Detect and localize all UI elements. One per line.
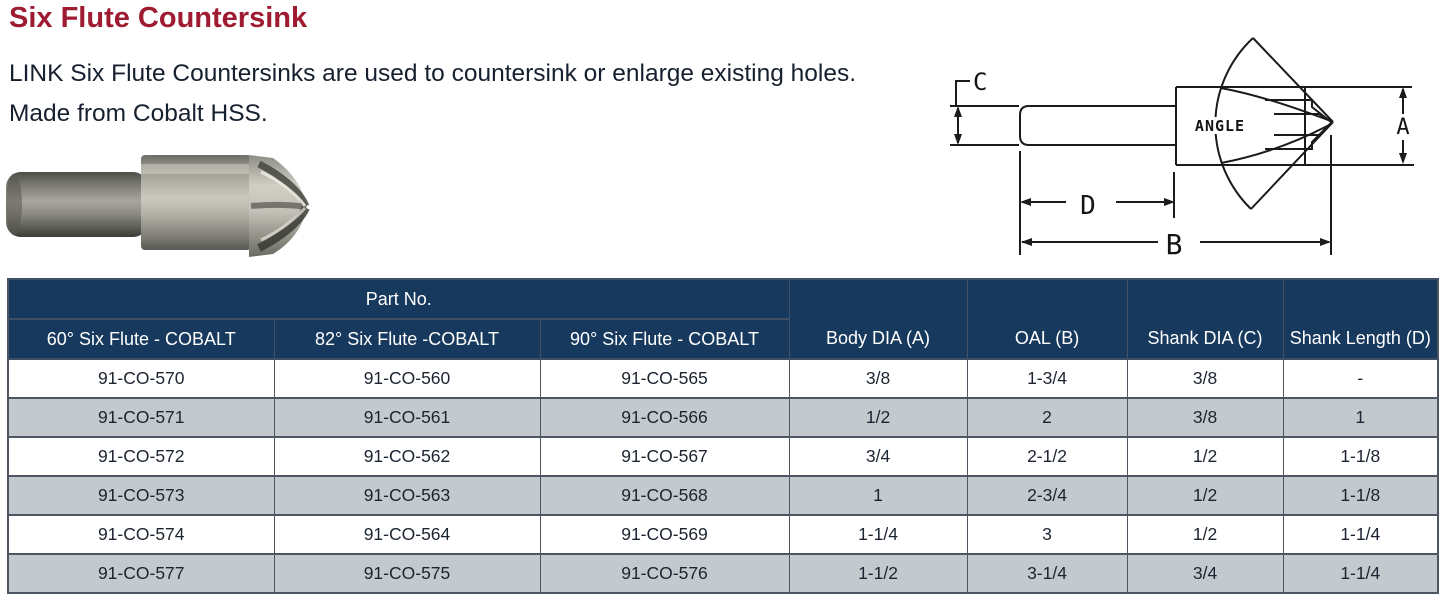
group-header-part-no: Part No. xyxy=(7,278,790,320)
table-row: 91-CO-573 91-CO-563 91-CO-568 1 2-3/4 1/2 1-1/… xyxy=(7,475,1439,516)
table-row: 91-CO-577 91-CO-575 91-CO-576 1-1/2 3-1/4 3/4… xyxy=(7,553,1439,594)
table-cell: 1-1/4 xyxy=(1282,514,1439,555)
table-cell: 2-1/2 xyxy=(966,436,1128,477)
countersink-dimension-drawing: C D B A ANGLE xyxy=(950,37,1414,261)
shank-outline xyxy=(1019,105,1176,146)
table-cell: 91-CO-560 xyxy=(273,358,541,399)
table-cell: 3/8 xyxy=(1126,358,1284,399)
table-cell: 3/4 xyxy=(788,436,968,477)
table-cell: - xyxy=(1282,358,1439,399)
dim-label-b: B xyxy=(1166,228,1183,261)
table-cell: 91-CO-567 xyxy=(539,436,790,477)
description-line-2: Made from Cobalt HSS. xyxy=(9,100,268,127)
countersink-photo-image xyxy=(6,155,310,257)
column-header-body-dia: Body DIA (A) xyxy=(788,278,968,360)
table-cell: 3/8 xyxy=(788,358,968,399)
dim-label-c: C xyxy=(973,68,987,96)
column-header-shank-length: Shank Length (D) xyxy=(1282,278,1439,360)
table-cell: 1-1/4 xyxy=(788,514,968,555)
dimension-diagram: C D B A ANGLE xyxy=(933,22,1445,270)
angle-label: ANGLE xyxy=(1195,117,1245,135)
table-cell: 91-CO-564 xyxy=(273,514,541,555)
table-cell: 2 xyxy=(966,397,1128,438)
table-cell: 1-1/8 xyxy=(1282,436,1439,477)
table-cell: 1/2 xyxy=(1126,514,1284,555)
column-header-oal: OAL (B) xyxy=(966,278,1128,360)
table-cell: 91-CO-573 xyxy=(7,475,275,516)
table-cell: 3 xyxy=(966,514,1128,555)
description-line-1: LINK Six Flute Countersinks are used to … xyxy=(9,60,857,87)
product-photo xyxy=(3,150,313,265)
table-cell: 91-CO-571 xyxy=(7,397,275,438)
specs-table-body: 91-CO-570 91-CO-560 91-CO-565 3/8 1-3/4 3/8-9… xyxy=(7,358,1439,594)
table-cell: 1-3/4 xyxy=(966,358,1128,399)
page-title: Six Flute Countersink xyxy=(9,2,308,34)
table-cell: 91-CO-566 xyxy=(539,397,790,438)
table-cell: 91-CO-561 xyxy=(273,397,541,438)
dim-label-a: A xyxy=(1396,115,1409,140)
table-cell: 3-1/4 xyxy=(966,553,1128,594)
table-cell: 2-3/4 xyxy=(966,475,1128,516)
table-cell: 1-1/4 xyxy=(1282,553,1439,594)
specs-table-header: Part No. Body DIA (A) OAL (B) Shank DIA … xyxy=(7,278,1439,360)
table-cell: 1 xyxy=(788,475,968,516)
table-cell: 91-CO-562 xyxy=(273,436,541,477)
column-header-shank-dia: Shank DIA (C) xyxy=(1126,278,1284,360)
table-cell: 3/4 xyxy=(1126,553,1284,594)
table-cell: 91-CO-574 xyxy=(7,514,275,555)
table-cell: 1 xyxy=(1282,397,1439,438)
table-row: 91-CO-571 91-CO-561 91-CO-566 1/2 2 3/8 1 xyxy=(7,397,1439,438)
table-cell: 91-CO-568 xyxy=(539,475,790,516)
table-cell: 1/2 xyxy=(1126,475,1284,516)
product-description: LINK Six Flute Countersinks are used to … xyxy=(9,54,856,134)
table-row: 91-CO-570 91-CO-560 91-CO-565 3/8 1-3/4 3/8- xyxy=(7,358,1439,399)
table-row: 91-CO-572 91-CO-562 91-CO-567 3/4 2-1/2 1/2 1-… xyxy=(7,436,1439,477)
table-cell: 91-CO-569 xyxy=(539,514,790,555)
table-cell: 91-CO-575 xyxy=(273,553,541,594)
table-cell: 91-CO-576 xyxy=(539,553,790,594)
table-cell: 3/8 xyxy=(1126,397,1284,438)
c-leader-bracket xyxy=(955,80,970,105)
table-cell: 1-1/2 xyxy=(788,553,968,594)
table-cell: 1/2 xyxy=(1126,436,1284,477)
column-header-82-six-flute: 82° Six Flute -COBALT xyxy=(273,318,541,360)
table-cell: 91-CO-577 xyxy=(7,553,275,594)
cone-lower-line xyxy=(1250,121,1334,210)
dim-label-d: D xyxy=(1080,191,1096,221)
column-header-90-six-flute: 90° Six Flute - COBALT xyxy=(539,318,790,360)
table-cell: 91-CO-570 xyxy=(7,358,275,399)
specs-table: Part No. Body DIA (A) OAL (B) Shank DIA … xyxy=(7,278,1440,594)
table-cell: 91-CO-565 xyxy=(539,358,790,399)
table-cell: 1-1/8 xyxy=(1282,475,1439,516)
table-cell: 91-CO-563 xyxy=(273,475,541,516)
table-cell: 1/2 xyxy=(788,397,968,438)
table-cell: 91-CO-572 xyxy=(7,436,275,477)
table-row: 91-CO-574 91-CO-564 91-CO-569 1-1/4 3 1/2 1-1/… xyxy=(7,514,1439,555)
column-header-60-six-flute: 60° Six Flute - COBALT xyxy=(7,318,275,360)
cone-upper-line xyxy=(1252,37,1334,123)
